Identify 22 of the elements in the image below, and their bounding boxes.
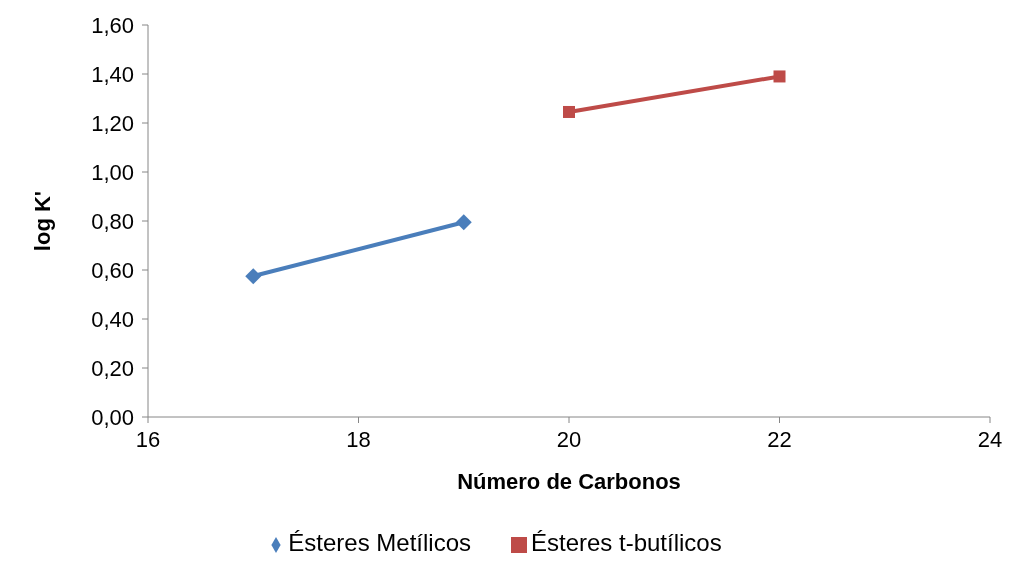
legend-label: Ésteres t-butílicos <box>530 529 722 556</box>
x-tick-label: 24 <box>977 426 1003 452</box>
x-tick-label: 22 <box>767 426 792 452</box>
y-tick-label: 0,60 <box>91 257 134 283</box>
x-tick-label: 18 <box>346 426 371 452</box>
y-tick-label: 1,40 <box>91 61 134 87</box>
y-tick-label: 0,20 <box>91 355 134 381</box>
x-tick-label: 16 <box>135 426 161 452</box>
point <box>563 105 575 118</box>
point <box>773 70 786 83</box>
point <box>245 268 262 285</box>
y-tick-label: 0,00 <box>91 404 134 430</box>
point <box>455 214 472 231</box>
y-tick-label: 1,00 <box>91 159 134 185</box>
x-tick-label: 20 <box>556 426 582 452</box>
y-tick-label: 0,80 <box>91 208 134 234</box>
y-tick-label: 0,40 <box>91 306 134 332</box>
x-axis-title: Número de Carbonos <box>457 469 681 494</box>
y-axis-title: log K' <box>29 190 55 252</box>
y-tick-label: 1,60 <box>91 12 134 38</box>
y-tick-label: 1,20 <box>91 110 134 136</box>
legend-label: Ésteres Metílicos <box>288 529 471 556</box>
